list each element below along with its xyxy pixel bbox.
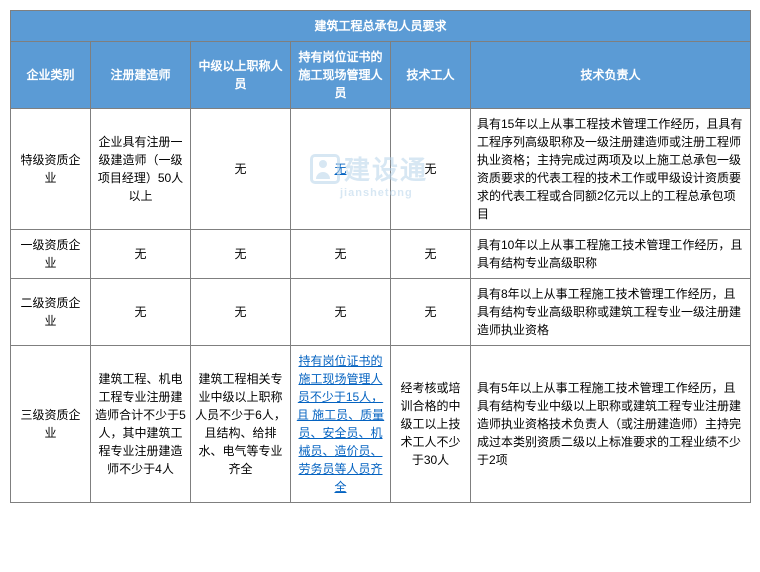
cell: 无 [91,279,191,346]
cell-category: 三级资质企业 [11,346,91,503]
cell: 建筑工程相关专业中级以上职称人员不少于6人，且结构、给排水、电气等专业齐全 [191,346,291,503]
requirements-table: 建筑工程总承包人员要求 企业类别注册建造师中级以上职称人员持有岗位证书的施工现场… [10,10,751,503]
column-header: 持有岗位证书的施工现场管理人员 [291,42,391,109]
cell: 具有15年以上从事工程技术管理工作经历，且具有工程序列高级职称及一级注册建造师或… [471,109,751,230]
cell: 建筑工程、机电工程专业注册建造师合计不少于5人，其中建筑工程专业注册建造师不少于… [91,346,191,503]
cell: 无 [191,279,291,346]
column-header: 企业类别 [11,42,91,109]
column-header: 注册建造师 [91,42,191,109]
column-header: 技术负责人 [471,42,751,109]
table-row: 二级资质企业无无无无具有8年以上从事工程施工技术管理工作经历，且具有结构专业高级… [11,279,751,346]
cell: 无 [191,230,291,279]
cell[interactable]: 持有岗位证书的施工现场管理人员不少于15人，且 施工员、质量员、安全员、机械员、… [291,346,391,503]
cell: 无 [391,109,471,230]
table-row: 三级资质企业建筑工程、机电工程专业注册建造师合计不少于5人，其中建筑工程专业注册… [11,346,751,503]
column-header: 技术工人 [391,42,471,109]
cell: 具有10年以上从事工程施工技术管理工作经历，且具有结构专业高级职称 [471,230,751,279]
cell: 无 [291,279,391,346]
column-header: 中级以上职称人员 [191,42,291,109]
cell-category: 一级资质企业 [11,230,91,279]
table-row: 一级资质企业无无无无具有10年以上从事工程施工技术管理工作经历，且具有结构专业高… [11,230,751,279]
cell: 经考核或培训合格的中级工以上技术工人不少于30人 [391,346,471,503]
cell[interactable]: 无 [291,109,391,230]
cell: 具有8年以上从事工程施工技术管理工作经历，且具有结构专业高级职称或建筑工程专业一… [471,279,751,346]
table-title: 建筑工程总承包人员要求 [11,11,751,42]
cell: 无 [391,279,471,346]
cell: 具有5年以上从事工程施工技术管理工作经历，且具有结构专业中级以上职称或建筑工程专… [471,346,751,503]
cell: 无 [291,230,391,279]
cell: 无 [91,230,191,279]
cell: 无 [191,109,291,230]
cell: 企业具有注册一级建造师（一级项目经理）50人以上 [91,109,191,230]
cell: 无 [391,230,471,279]
table-row: 特级资质企业企业具有注册一级建造师（一级项目经理）50人以上无无无具有15年以上… [11,109,751,230]
cell-category: 二级资质企业 [11,279,91,346]
cell-category: 特级资质企业 [11,109,91,230]
